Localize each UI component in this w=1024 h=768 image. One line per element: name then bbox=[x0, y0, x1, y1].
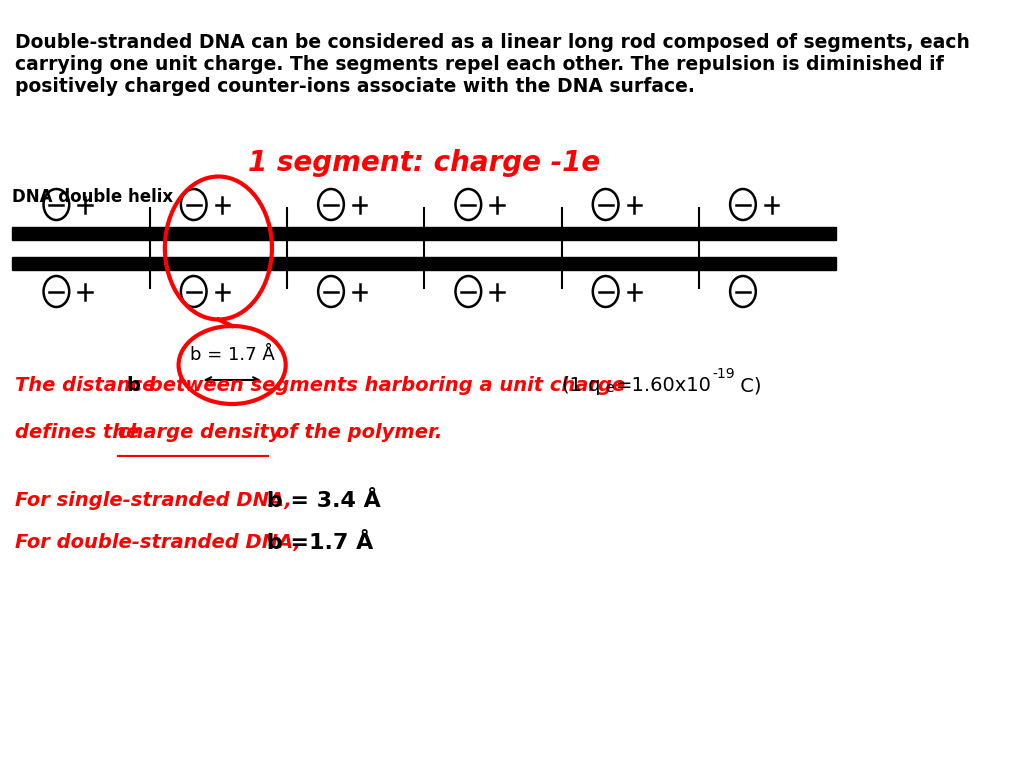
Text: of the polymer.: of the polymer. bbox=[269, 423, 442, 442]
Bar bbox=[12, 257, 837, 270]
Text: =1.60x10: =1.60x10 bbox=[615, 376, 712, 395]
Text: Double-stranded DNA can be considered as a linear long rod composed of segments,: Double-stranded DNA can be considered as… bbox=[15, 33, 970, 96]
Text: b: b bbox=[127, 376, 140, 395]
Text: e: e bbox=[605, 381, 613, 395]
Text: C): C) bbox=[734, 376, 762, 395]
Text: b = 3.4 Å: b = 3.4 Å bbox=[259, 491, 381, 511]
Bar bbox=[12, 227, 837, 240]
Text: -19: -19 bbox=[713, 367, 735, 381]
Text: DNA double helix: DNA double helix bbox=[12, 188, 173, 206]
Text: b =1.7 Å: b =1.7 Å bbox=[259, 533, 374, 553]
Text: The distance: The distance bbox=[15, 376, 162, 395]
Text: 1 segment: charge -1e: 1 segment: charge -1e bbox=[248, 149, 600, 177]
Text: defines the: defines the bbox=[15, 423, 146, 442]
Text: For double-stranded DNA,: For double-stranded DNA, bbox=[15, 533, 301, 552]
Text: charge density: charge density bbox=[118, 423, 282, 442]
Text: b = 1.7 Å: b = 1.7 Å bbox=[189, 346, 274, 364]
Text: For single-stranded DNA,: For single-stranded DNA, bbox=[15, 491, 292, 510]
Text: between segments harboring a unit charge: between segments harboring a unit charge bbox=[141, 376, 632, 395]
Text: (1 q: (1 q bbox=[562, 376, 600, 395]
